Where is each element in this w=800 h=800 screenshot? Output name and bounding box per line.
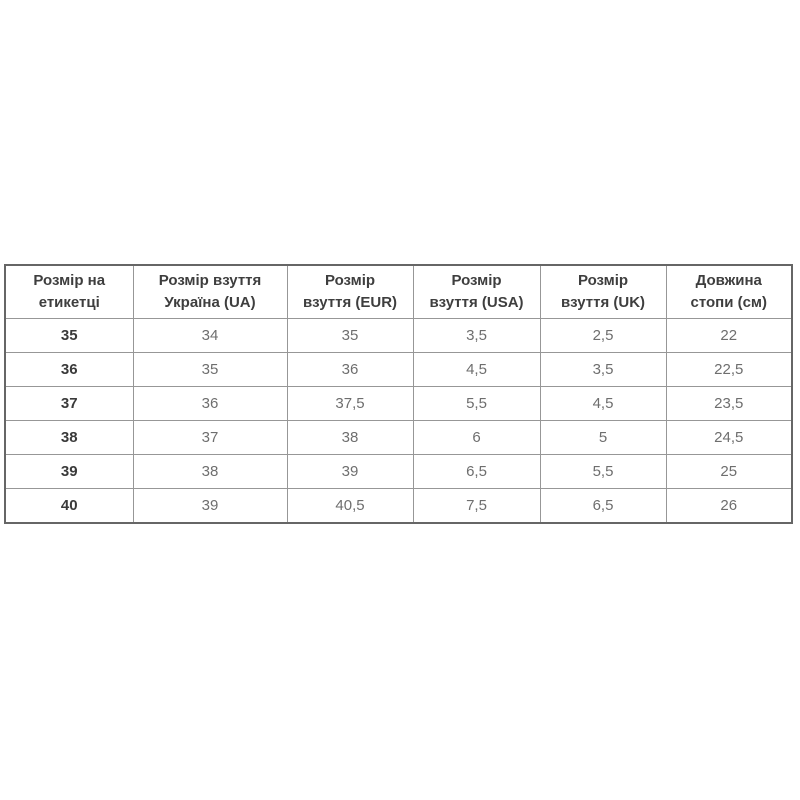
size-table-container: Розмір на етикетці Розмір взуття Україна… xyxy=(4,264,793,524)
cell-usa: 4,5 xyxy=(412,352,541,387)
cell-foot-length: 23,5 xyxy=(665,386,793,421)
cell-ua: 37 xyxy=(132,420,288,455)
cell-usa: 7,5 xyxy=(412,488,541,524)
cell-ua: 35 xyxy=(132,352,288,387)
cell-uk: 4,5 xyxy=(539,386,667,421)
cell-uk: 5 xyxy=(539,420,667,455)
header-eur-size: Розмір взуття (EUR) xyxy=(286,264,414,319)
cell-foot-length: 25 xyxy=(665,454,793,489)
cell-eur: 39 xyxy=(286,454,414,489)
cell-foot-length: 24,5 xyxy=(665,420,793,455)
table-row: 39 38 39 6,5 5,5 25 xyxy=(4,454,793,489)
cell-ua: 38 xyxy=(132,454,288,489)
cell-label-size: 35 xyxy=(4,318,134,353)
table-row: 35 34 35 3,5 2,5 22 xyxy=(4,318,793,353)
cell-eur: 38 xyxy=(286,420,414,455)
cell-ua: 34 xyxy=(132,318,288,353)
table-header-row: Розмір на етикетці Розмір взуття Україна… xyxy=(4,264,793,319)
table-body: 35 34 35 3,5 2,5 22 36 35 36 4,5 3,5 22,… xyxy=(4,318,793,524)
cell-label-size: 40 xyxy=(4,488,134,524)
header-foot-length: Довжина стопи (см) xyxy=(665,264,793,319)
table-row: 37 36 37,5 5,5 4,5 23,5 xyxy=(4,386,793,421)
cell-usa: 6,5 xyxy=(412,454,541,489)
cell-uk: 5,5 xyxy=(539,454,667,489)
table-row: 36 35 36 4,5 3,5 22,5 xyxy=(4,352,793,387)
cell-foot-length: 22 xyxy=(665,318,793,353)
table-row: 40 39 40,5 7,5 6,5 26 xyxy=(4,488,793,524)
cell-usa: 6 xyxy=(412,420,541,455)
cell-label-size: 36 xyxy=(4,352,134,387)
cell-foot-length: 26 xyxy=(665,488,793,524)
cell-uk: 3,5 xyxy=(539,352,667,387)
header-usa-size: Розмір взуття (USA) xyxy=(412,264,541,319)
table-row: 38 37 38 6 5 24,5 xyxy=(4,420,793,455)
cell-label-size: 38 xyxy=(4,420,134,455)
header-label-size: Розмір на етикетці xyxy=(4,264,134,319)
cell-label-size: 37 xyxy=(4,386,134,421)
cell-label-size: 39 xyxy=(4,454,134,489)
cell-eur: 36 xyxy=(286,352,414,387)
cell-eur: 35 xyxy=(286,318,414,353)
cell-eur: 40,5 xyxy=(286,488,414,524)
cell-uk: 6,5 xyxy=(539,488,667,524)
cell-usa: 3,5 xyxy=(412,318,541,353)
cell-uk: 2,5 xyxy=(539,318,667,353)
cell-ua: 39 xyxy=(132,488,288,524)
header-uk-size: Розмір взуття (UK) xyxy=(539,264,667,319)
cell-usa: 5,5 xyxy=(412,386,541,421)
cell-eur: 37,5 xyxy=(286,386,414,421)
cell-ua: 36 xyxy=(132,386,288,421)
cell-foot-length: 22,5 xyxy=(665,352,793,387)
shoe-size-conversion-table: Розмір на етикетці Розмір взуття Україна… xyxy=(4,264,793,524)
header-ua-size: Розмір взуття Україна (UA) xyxy=(132,264,288,319)
